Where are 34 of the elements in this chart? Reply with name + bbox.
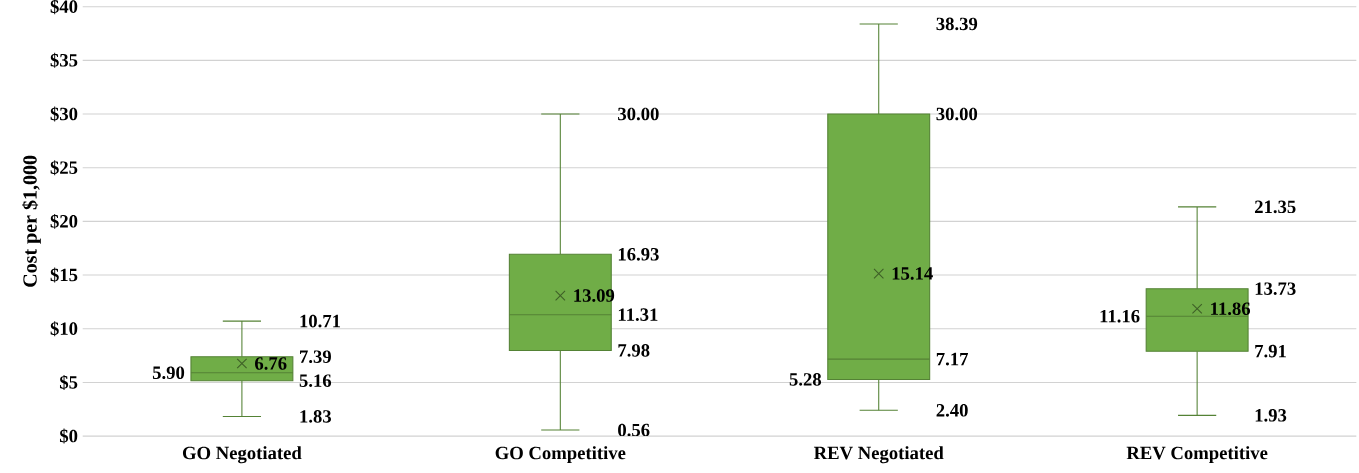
y-tick-label: $30: [50, 106, 78, 122]
y-tick-label: $5: [59, 374, 78, 390]
annotation: 2.40: [936, 403, 968, 417]
annotation: 1.93: [1255, 408, 1287, 422]
y-tick-label: $10: [50, 321, 78, 336]
annotation: 7.91: [1255, 344, 1286, 358]
annotation: 5.90: [152, 366, 185, 379]
annotation: 7.39: [300, 350, 331, 363]
y-tick-label: $20: [50, 213, 78, 229]
x-tick-label: REV Negotiated: [813, 445, 944, 463]
annotation: 16.93: [618, 247, 659, 261]
annotation: 38.39: [936, 17, 978, 31]
annotation: 5.28: [789, 372, 822, 386]
annotation: 30.00: [936, 107, 978, 121]
y-axis-title: Cost per $1,000: [22, 155, 41, 287]
annotation: 30.00: [618, 107, 659, 121]
annotation: 7.17: [936, 352, 969, 366]
x-tick-label: REV Competitive: [1126, 445, 1268, 463]
y-tick-label: $25: [50, 160, 78, 175]
annotation: 6.76: [255, 356, 287, 370]
annotation: 7.98: [618, 343, 650, 357]
annotation: 0.56: [618, 423, 650, 437]
annotation: 21.35: [1254, 200, 1296, 213]
annotation: 5.16: [299, 374, 332, 387]
x-tick-label: GO Negotiated: [182, 445, 302, 463]
x-tick-label: GO Competitive: [495, 445, 626, 463]
annotation: 11.16: [1100, 309, 1140, 323]
y-tick-label: $35: [50, 52, 78, 68]
y-tick-label: $15: [50, 267, 78, 283]
annotation: 1.83: [300, 409, 332, 423]
y-tick-label: $0: [59, 428, 78, 444]
annotation: 13.73: [1255, 282, 1296, 295]
annotation: 11.31: [618, 308, 658, 321]
annotation: 10.71: [300, 314, 341, 328]
